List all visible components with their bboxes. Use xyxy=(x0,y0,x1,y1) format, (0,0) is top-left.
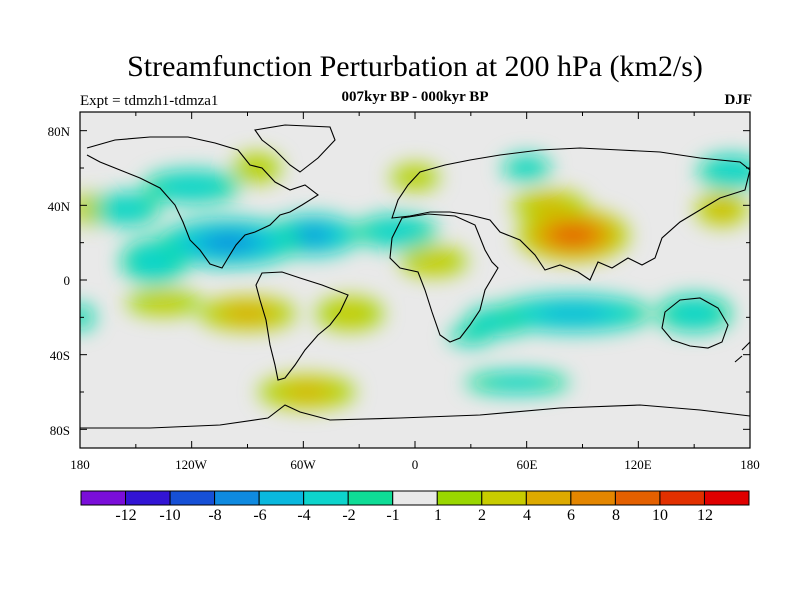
colorbar-label: -2 xyxy=(342,507,356,524)
lon-label-180w: 180 xyxy=(70,457,90,472)
coast-south-america xyxy=(255,271,349,381)
colorbar-swatch xyxy=(392,490,438,506)
colorbar-swatch xyxy=(125,490,171,506)
colorbar-label: 4 xyxy=(523,507,531,524)
lat-label-40n: 40N xyxy=(47,199,70,214)
field-contour xyxy=(209,235,249,250)
colorbar-label: -6 xyxy=(253,507,267,524)
season-label: DJF xyxy=(724,92,753,108)
colorbar-swatch xyxy=(258,490,305,506)
coast-antarctica xyxy=(80,404,750,429)
field-contour xyxy=(712,202,732,216)
experiment-label: Expt = tdmzh1-tdmza1 xyxy=(80,93,219,109)
period-label: 007kyr BP - 000kyr BP xyxy=(341,89,489,105)
field-contour xyxy=(242,159,271,177)
field-contour xyxy=(232,308,263,319)
colorbar-label: 1 xyxy=(434,507,442,524)
lon-label-0: 0 xyxy=(411,457,419,472)
map-background xyxy=(80,112,750,448)
coast-eurasia xyxy=(391,147,750,281)
colorbar-swatch xyxy=(570,490,616,506)
colorbar-label: -10 xyxy=(159,507,181,524)
field-contour xyxy=(546,307,600,320)
colorbar-swatch xyxy=(303,490,349,506)
colorbar-label: -1 xyxy=(386,507,400,524)
coast-australia xyxy=(661,297,729,349)
field-contour xyxy=(112,201,142,217)
field-contour xyxy=(139,251,169,272)
colorbar-swatch xyxy=(214,490,260,506)
axis-ticks xyxy=(79,112,751,448)
field-contour xyxy=(289,385,325,399)
coast-africa xyxy=(389,213,499,343)
field-contour xyxy=(170,179,213,194)
colorbar-swatch xyxy=(703,490,750,506)
colorbar-swatch xyxy=(169,490,216,506)
field-contour xyxy=(378,224,415,239)
colorbar-label: 2 xyxy=(478,507,486,524)
colorbar-label: 8 xyxy=(612,507,620,524)
colorbar xyxy=(80,490,750,506)
colorbar-swatch xyxy=(80,490,127,506)
lat-label-80s: 80S xyxy=(49,423,70,438)
lat-label-80n: 80N xyxy=(47,124,70,139)
lon-label-120e: 120E xyxy=(624,457,652,472)
lat-label-40s: 40S xyxy=(49,348,70,363)
field-contour xyxy=(457,330,484,342)
field-contour xyxy=(559,228,588,242)
field-contour xyxy=(419,254,449,268)
coast-greenland xyxy=(254,124,336,173)
field-contour xyxy=(675,304,713,323)
colorbar-label: 10 xyxy=(652,507,668,524)
lon-label-60e: 60E xyxy=(516,457,538,472)
coast-new-zealand xyxy=(734,341,750,363)
colorbar-label: -4 xyxy=(297,507,311,524)
field-contour xyxy=(487,376,548,390)
coastlines xyxy=(80,124,750,429)
colorbar-label: 6 xyxy=(567,507,575,524)
colorbar-label: 12 xyxy=(697,507,713,524)
coast-north-america xyxy=(86,136,319,269)
colorbar-swatch xyxy=(347,490,394,506)
colorbar-swatch xyxy=(481,490,527,506)
field-contour xyxy=(80,309,89,325)
field-contour xyxy=(716,164,746,180)
lon-label-120w: 120W xyxy=(175,457,207,472)
figure-title: Streamfunction Perturbation at 200 hPa (… xyxy=(127,50,703,83)
field-contour xyxy=(535,199,563,211)
colorbar-label: -8 xyxy=(208,507,222,524)
lon-label-180e: 180 xyxy=(740,457,760,472)
colorbar-swatch xyxy=(436,490,483,506)
lon-label-60w: 60W xyxy=(290,457,316,472)
field-contour xyxy=(514,161,539,175)
colorbar-swatch xyxy=(525,490,572,506)
colorbar-label: -12 xyxy=(115,507,137,524)
lat-label-0: 0 xyxy=(63,273,71,288)
field-contour xyxy=(142,294,186,310)
colorbar-swatch xyxy=(659,490,705,506)
colorbar-swatch xyxy=(614,490,661,506)
field-contour xyxy=(299,229,327,242)
